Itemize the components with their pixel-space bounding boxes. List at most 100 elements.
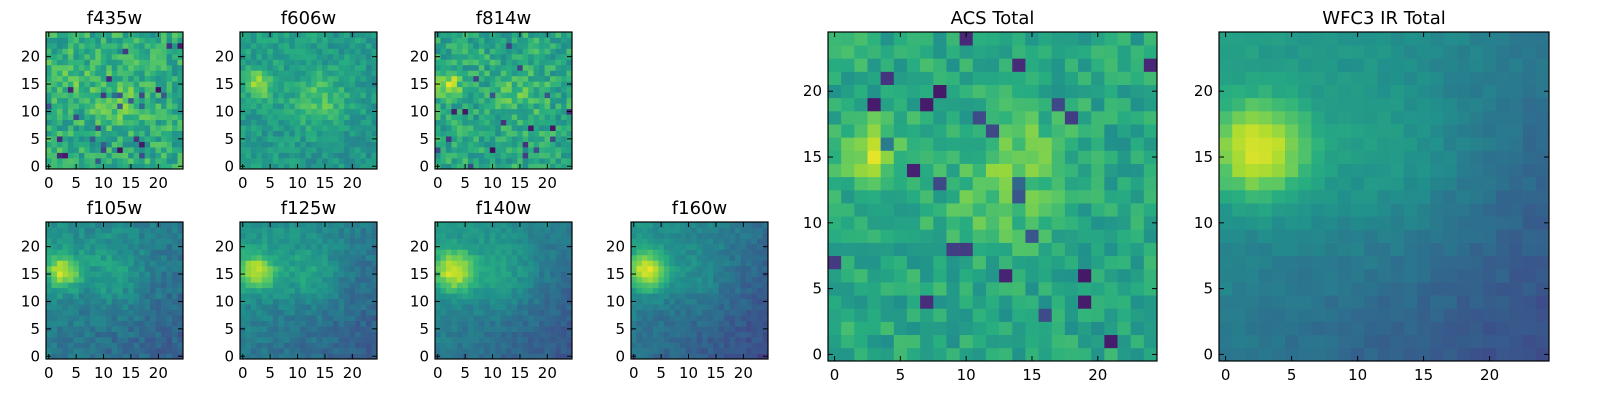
heatmap-cell [674, 309, 681, 316]
heatmap-cell [880, 163, 895, 178]
heatmap-cell [550, 331, 556, 338]
heatmap-cell [261, 97, 268, 104]
heatmap-cell [566, 86, 573, 93]
heatmap-cell [240, 158, 246, 164]
heatmap-cell [133, 331, 140, 338]
heatmap-cell [528, 64, 534, 71]
heatmap-cell [462, 136, 469, 142]
heatmap-cell [311, 320, 318, 327]
heatmap-cell [117, 97, 124, 104]
heatmap-cell [349, 136, 356, 142]
heatmap-cell [111, 114, 118, 121]
heatmap-cell [729, 227, 736, 234]
heatmap-cell [161, 243, 167, 250]
heatmap-cell [355, 136, 361, 142]
heatmap-cell [550, 249, 556, 256]
heatmap-cell [56, 103, 63, 110]
heatmap-cell [713, 309, 720, 316]
heatmap-cell [333, 348, 339, 354]
heatmap-cell [484, 227, 491, 234]
heatmap-cell [669, 315, 676, 321]
heatmap-cell [355, 59, 361, 66]
heatmap-cell [89, 238, 96, 245]
heatmap-cell [1130, 334, 1145, 349]
heatmap-cell [333, 331, 339, 338]
heatmap-cell [985, 242, 1000, 257]
heatmap-cell [484, 282, 491, 289]
heatmap-cell [500, 48, 507, 55]
heatmap-cell [122, 271, 129, 278]
heatmap-cell [371, 119, 378, 126]
heatmap-cell [435, 331, 441, 338]
heatmap-cell [272, 163, 279, 170]
heatmap-cell [84, 227, 91, 234]
heatmap-cell [67, 136, 74, 142]
heatmap-cell [533, 37, 540, 44]
heatmap-cell [46, 227, 52, 234]
heatmap-cell [122, 141, 129, 148]
heatmap-cell [451, 158, 458, 164]
heatmap-cell [261, 282, 268, 289]
heatmap-cell [322, 331, 329, 338]
heatmap-cell [906, 334, 921, 349]
heatmap-cell [240, 48, 246, 55]
heatmap-cell [117, 304, 124, 311]
heatmap-cell [267, 86, 274, 93]
heatmap-cell [751, 227, 758, 234]
heatmap-cell [555, 342, 562, 349]
heatmap-cell [245, 32, 252, 38]
heatmap-cell [51, 254, 58, 261]
heatmap-cell [161, 32, 167, 38]
heatmap-cell [371, 64, 378, 71]
heatmap-cell [467, 86, 474, 93]
heatmap-cell [67, 260, 74, 267]
heatmap-cell [67, 353, 74, 360]
heatmap-cell [139, 48, 145, 55]
heatmap-cell [478, 293, 485, 300]
heatmap-cell [462, 315, 469, 321]
heatmap-cell [707, 271, 714, 278]
heatmap-cell [67, 337, 74, 343]
heatmap-cell [985, 268, 1000, 283]
heatmap-cell [305, 158, 312, 164]
heatmap-cell [867, 163, 881, 178]
heatmap-cell [139, 92, 145, 99]
heatmap-cell [51, 348, 58, 354]
heatmap-cell [511, 158, 518, 164]
heatmap-cell [344, 276, 350, 283]
heatmap-cell [56, 130, 63, 137]
heatmap-cell [139, 37, 145, 44]
heatmap-cell [316, 130, 323, 137]
heatmap-cell [305, 141, 312, 148]
heatmap-cell [100, 70, 107, 77]
heatmap-cell [478, 92, 485, 99]
heatmap-cell [366, 163, 372, 170]
heatmap-cell [73, 309, 80, 316]
heatmap-cell [435, 238, 441, 245]
heatmap-cell [56, 59, 63, 66]
heatmap-cell [555, 293, 562, 300]
heatmap-cell [240, 147, 246, 153]
heatmap-cell [555, 70, 562, 77]
x-tick-label: 10 [288, 174, 307, 192]
heatmap-cell [696, 222, 703, 228]
heatmap-cell [555, 32, 562, 38]
heatmap-cell [73, 81, 80, 88]
heatmap-cell [893, 321, 908, 336]
heatmap-cell [139, 265, 145, 272]
heatmap-cell [256, 114, 263, 121]
heatmap-cell [467, 108, 474, 115]
heatmap-cell [166, 293, 173, 300]
heatmap-cell [478, 331, 485, 338]
heatmap-cell [144, 97, 151, 104]
heatmap-cell [647, 254, 654, 261]
heatmap-cell [161, 271, 167, 278]
heatmap-cell [139, 70, 145, 77]
heatmap-cell [478, 152, 485, 159]
heatmap-cell [360, 282, 367, 289]
heatmap-cell [528, 337, 534, 343]
heatmap-cell [533, 260, 540, 267]
heatmap-cell [478, 320, 485, 327]
heatmap-cell [718, 282, 725, 289]
heatmap-cell [854, 268, 868, 283]
